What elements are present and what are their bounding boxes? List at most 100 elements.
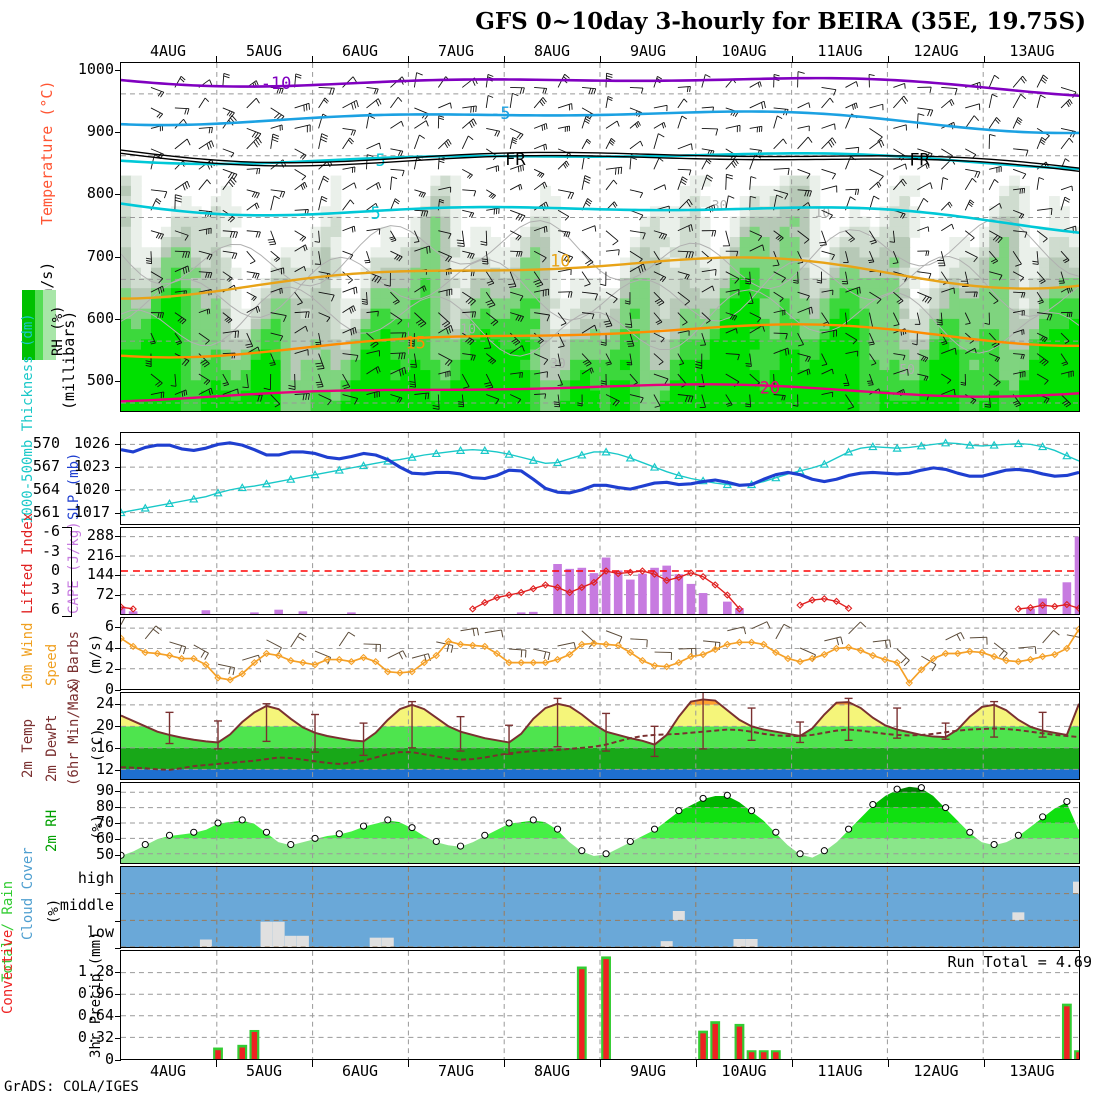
lifted-index-marker <box>832 597 841 606</box>
wind-speed-marker <box>626 648 635 657</box>
axis-tick-label: -6 <box>41 522 60 541</box>
wind-speed-marker <box>456 640 465 649</box>
rh-marker <box>165 831 174 839</box>
wind-barb <box>678 647 696 650</box>
wind-speed-marker <box>517 658 525 667</box>
precip-convective-label: Convective <box>0 929 16 1014</box>
axis-tick-label: 1020 <box>73 480 110 499</box>
axis-tick-label: 700 <box>86 246 114 265</box>
isotherm-label: 20 <box>760 377 780 397</box>
wind-speed-marker <box>602 640 610 649</box>
cape-bar <box>201 610 211 614</box>
slp-thickness-panel[interactable] <box>120 432 1080 525</box>
axis-tick <box>115 466 121 468</box>
axis-tick-label: 50 <box>95 844 114 863</box>
x-tick <box>792 56 793 63</box>
lifted-index-marker <box>529 585 538 593</box>
axis-tick <box>115 513 121 515</box>
wind-barb-flag <box>446 644 450 652</box>
wind-barb <box>169 641 186 648</box>
axis-tick-label: 72 <box>95 585 114 604</box>
wind-speed-marker <box>881 655 889 664</box>
wind-speed-marker <box>614 641 622 650</box>
wind-speed-marker <box>238 670 247 678</box>
wind-barb <box>921 655 937 665</box>
cloud-cell <box>260 921 273 947</box>
wind-speed-marker <box>662 663 671 671</box>
cloud-cover-panel[interactable] <box>120 866 1080 948</box>
axis-tick <box>115 838 121 840</box>
wind-speed-marker <box>335 655 344 664</box>
wind-speed-marker <box>287 656 295 665</box>
lifted-index-marker <box>626 568 635 576</box>
temp2m-panel[interactable] <box>120 692 1080 780</box>
isotherm-minus5 <box>121 110 1079 135</box>
precip-convective-bar <box>239 1047 246 1059</box>
precip-panel[interactable] <box>120 950 1080 1060</box>
wind10m-panel[interactable] <box>120 617 1080 690</box>
cape-bar <box>565 568 574 614</box>
isotherm-label: -5 <box>490 103 510 123</box>
wind-speed-marker <box>529 658 538 667</box>
thickness-marker <box>868 442 878 451</box>
wind-barb <box>799 647 816 656</box>
wind-speed-marker <box>299 658 307 667</box>
wind-speed-marker <box>929 654 938 663</box>
wind-barb-flag <box>200 650 206 658</box>
wind-barb-flag <box>299 632 307 638</box>
thickness-marker <box>528 455 538 464</box>
rh-marker <box>917 784 925 792</box>
axis-tick-label: 70 <box>95 813 114 831</box>
cloud-cell <box>1073 881 1079 894</box>
thickness-marker <box>237 483 247 492</box>
thickness-marker <box>940 438 951 447</box>
rh-marker <box>190 828 198 836</box>
axis-tick-label: 0 <box>50 561 60 579</box>
wind-speed-marker <box>905 679 913 687</box>
wind-barb-flag <box>884 640 887 648</box>
axis-tick <box>115 669 121 671</box>
axis-tick <box>115 490 121 492</box>
lifted-index-marker <box>699 572 707 581</box>
thickness-marker <box>1038 442 1048 451</box>
cloud-cell <box>660 941 673 947</box>
rh-marker <box>723 791 731 799</box>
wind-speed-marker <box>820 650 829 659</box>
rh-marker <box>796 850 804 858</box>
wind-barb-flag <box>152 628 160 635</box>
thickness-marker <box>455 445 466 454</box>
wind-speed-marker <box>165 651 174 660</box>
rh-marker <box>311 834 319 842</box>
date-label: 4AUG <box>149 42 187 60</box>
upper-air-panel[interactable]: 10 30 50 30 10 -10 -5 5 FR FR 5 10 15 20 <box>120 62 1080 412</box>
cape-li-panel[interactable] <box>120 527 1080 615</box>
rh-marker <box>481 831 489 839</box>
isotherm-label: 15 <box>405 333 425 353</box>
cloud-cell <box>745 939 758 947</box>
wind-speed-marker <box>189 654 198 663</box>
wind-barb-flag <box>476 627 480 636</box>
wind-barb <box>775 624 785 640</box>
wind-barb <box>703 640 721 644</box>
x-tick <box>312 1060 313 1067</box>
wind-barb-flag <box>860 621 867 628</box>
rh-marker <box>456 842 465 850</box>
axis-tick-label: 567 <box>32 456 60 475</box>
cape-bar <box>601 557 611 614</box>
wind-speed-marker <box>869 651 877 660</box>
rh-contour-label: 30 <box>550 357 566 372</box>
wind-speed-marker <box>1038 652 1047 661</box>
wind-barb <box>217 663 235 669</box>
wind-speed-marker <box>747 638 756 647</box>
date-label: 13AUG <box>1009 1062 1055 1080</box>
wind-speed-marker <box>250 658 259 667</box>
wind-barb-flag <box>889 639 892 648</box>
wind-barb-flag <box>998 650 1005 657</box>
thickness-marker <box>577 450 587 459</box>
axis-tick <box>115 748 121 750</box>
thickness-marker <box>213 488 223 497</box>
rh-marker <box>359 822 368 830</box>
thickness-marker <box>1062 451 1072 460</box>
rh2m-panel[interactable] <box>120 782 1080 864</box>
thickness-marker <box>407 452 417 461</box>
